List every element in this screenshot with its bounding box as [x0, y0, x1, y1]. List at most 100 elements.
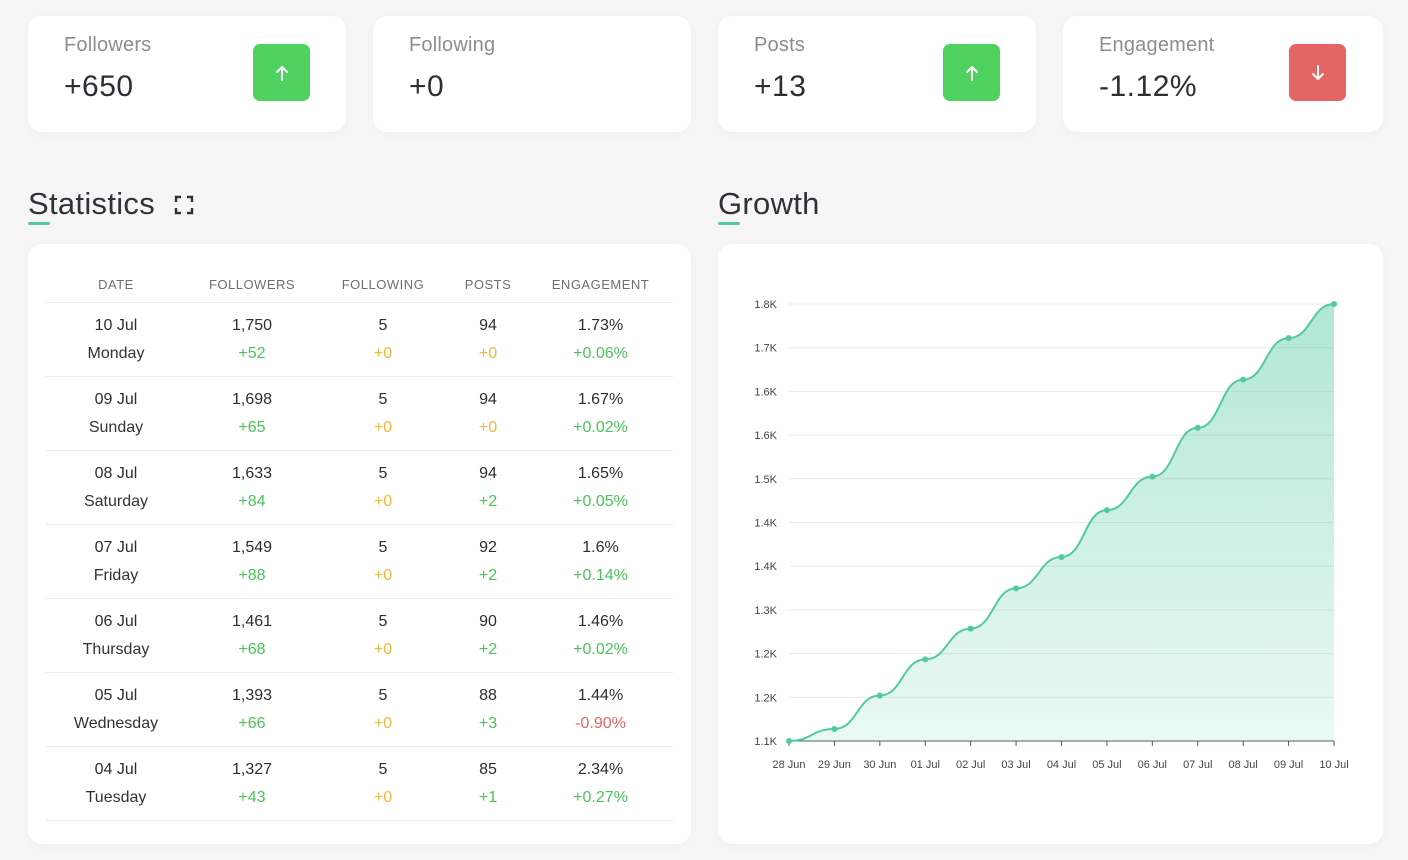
trend-up-button[interactable]	[943, 44, 1000, 101]
table-row[interactable]: 09 Jul Sunday 1,698 +65 5 +0 94 +0 1.67% +0.02%	[46, 376, 673, 451]
stat-label: Following	[409, 34, 496, 56]
cell-posts: 94 +0	[448, 376, 528, 451]
data-point	[1058, 553, 1065, 560]
arrow-down-icon	[1311, 64, 1324, 80]
following-delta: +0	[373, 492, 393, 510]
posts-delta: +3	[478, 714, 498, 732]
followers-value: 1,633	[231, 464, 273, 482]
engagement-delta: +0.02%	[573, 418, 628, 436]
column-header-posts[interactable]: POSTS	[448, 266, 528, 303]
data-point	[922, 656, 929, 663]
data-point	[1013, 585, 1020, 592]
x-tick-label: 10 Jul	[1319, 759, 1348, 771]
column-header-engagement[interactable]: ENGAGEMENT	[528, 266, 673, 303]
stat-label: Followers	[64, 34, 152, 56]
cell-followers: 1,633 +84	[186, 450, 318, 525]
growth-underline	[718, 222, 740, 225]
column-header-followers[interactable]: FOLLOWERS	[186, 266, 318, 303]
cell-date: 04 Jul Tuesday	[46, 746, 186, 821]
cell-posts: 85 +1	[448, 746, 528, 821]
following-value: 5	[378, 390, 388, 408]
table-row[interactable]: 04 Jul Tuesday 1,327 +43 5 +0 85 +1 2.34% +0.27%	[46, 746, 673, 821]
weekday-label: Thursday	[82, 640, 150, 658]
following-delta: +0	[373, 714, 393, 732]
growth-area	[789, 304, 1334, 741]
y-tick-label: 1.4K	[754, 561, 777, 573]
x-tick-label: 05 Jul	[1092, 759, 1121, 771]
followers-value: 1,549	[231, 538, 273, 556]
engagement-value: 1.67%	[577, 390, 624, 408]
cell-date: 06 Jul Thursday	[46, 598, 186, 673]
cell-following: 5 +0	[318, 376, 448, 451]
posts-value: 92	[479, 538, 497, 556]
data-point	[1285, 335, 1292, 342]
cell-posts: 94 +0	[448, 302, 528, 377]
cell-date: 08 Jul Saturday	[46, 450, 186, 525]
cell-following: 5 +0	[318, 302, 448, 377]
date-value: 06 Jul	[94, 612, 138, 630]
statistics-title: Statistics	[28, 186, 194, 222]
trend-down-button[interactable]	[1289, 44, 1346, 101]
cell-followers: 1,698 +65	[186, 376, 318, 451]
table-row[interactable]: 06 Jul Thursday 1,461 +68 5 +0 90 +2 1.46% +0.02%	[46, 598, 673, 673]
x-tick-label: 09 Jul	[1274, 759, 1303, 771]
expand-icon[interactable]	[174, 195, 194, 215]
column-header-date[interactable]: DATE	[46, 266, 186, 303]
date-value: 04 Jul	[94, 760, 138, 778]
trend-up-button[interactable]	[253, 44, 310, 101]
engagement-delta: +0.05%	[573, 492, 628, 510]
engagement-delta: +0.27%	[573, 788, 628, 806]
following-value: 5	[378, 464, 388, 482]
posts-value: 94	[479, 390, 497, 408]
followers-value: 1,698	[231, 390, 273, 408]
data-point	[1103, 507, 1110, 514]
followers-value: 1,750	[231, 316, 273, 334]
following-value: 5	[378, 760, 388, 778]
posts-delta: +2	[478, 566, 498, 584]
stat-card-engagement: Engagement -1.12%	[1063, 16, 1383, 132]
column-header-following[interactable]: FOLLOWING	[318, 266, 448, 303]
growth-card: 1.1K 1.2K 1.2K 1.3K 1.4K 1.4K 1.5K 1.6K 1.6K 1.7K…	[718, 244, 1383, 844]
posts-value: 90	[479, 612, 497, 630]
x-tick-label: 02 Jul	[956, 759, 985, 771]
stat-card-followers: Followers +650	[28, 16, 346, 132]
table-header-row: DATE FOLLOWERS FOLLOWING POSTS ENGAGEMEN…	[46, 266, 673, 303]
data-point	[1240, 376, 1247, 383]
cell-engagement: 2.34% +0.27%	[528, 746, 673, 821]
posts-delta: +1	[478, 788, 498, 806]
table-row[interactable]: 08 Jul Saturday 1,633 +84 5 +0 94 +2 1.65% +0.05%	[46, 450, 673, 525]
x-tick-label: 06 Jul	[1138, 759, 1167, 771]
engagement-value: 2.34%	[577, 760, 624, 778]
cell-following: 5 +0	[318, 598, 448, 673]
table-row[interactable]: 10 Jul Monday 1,750 +52 5 +0 94 +0 1.73% +0.06%	[46, 302, 673, 377]
followers-delta: +68	[238, 640, 266, 658]
followers-delta: +65	[238, 418, 266, 436]
stat-card-posts: Posts +13	[718, 16, 1036, 132]
following-delta: +0	[373, 788, 393, 806]
statistics-underline	[28, 222, 50, 225]
weekday-label: Tuesday	[85, 788, 147, 806]
stat-label: Engagement	[1099, 34, 1215, 56]
cell-followers: 1,461 +68	[186, 598, 318, 673]
cell-engagement: 1.44% -0.90%	[528, 672, 673, 747]
weekday-label: Monday	[87, 344, 145, 362]
following-delta: +0	[373, 418, 393, 436]
posts-value: 94	[479, 316, 497, 334]
engagement-delta: +0.14%	[573, 566, 628, 584]
posts-value: 88	[479, 686, 497, 704]
following-value: 5	[378, 538, 388, 556]
followers-value: 1,327	[231, 760, 273, 778]
x-tick-label: 30 Jun	[863, 759, 896, 771]
cell-engagement: 1.46% +0.02%	[528, 598, 673, 673]
followers-delta: +84	[238, 492, 266, 510]
growth-chart: 1.1K 1.2K 1.2K 1.3K 1.4K 1.4K 1.5K 1.6K 1.6K 1.7K…	[754, 299, 1348, 771]
date-value: 07 Jul	[94, 538, 138, 556]
weekday-label: Saturday	[83, 492, 149, 510]
y-tick-label: 1.4K	[754, 518, 777, 530]
followers-delta: +66	[238, 714, 266, 732]
table-row[interactable]: 05 Jul Wednesday 1,393 +66 5 +0 88 +3 1.44% -0.90…	[46, 672, 673, 747]
growth-title: Growth	[718, 186, 820, 221]
table-row[interactable]: 07 Jul Friday 1,549 +88 5 +0 92 +2 1.6% +0.14%	[46, 524, 673, 599]
x-tick-label: 03 Jul	[1001, 759, 1030, 771]
